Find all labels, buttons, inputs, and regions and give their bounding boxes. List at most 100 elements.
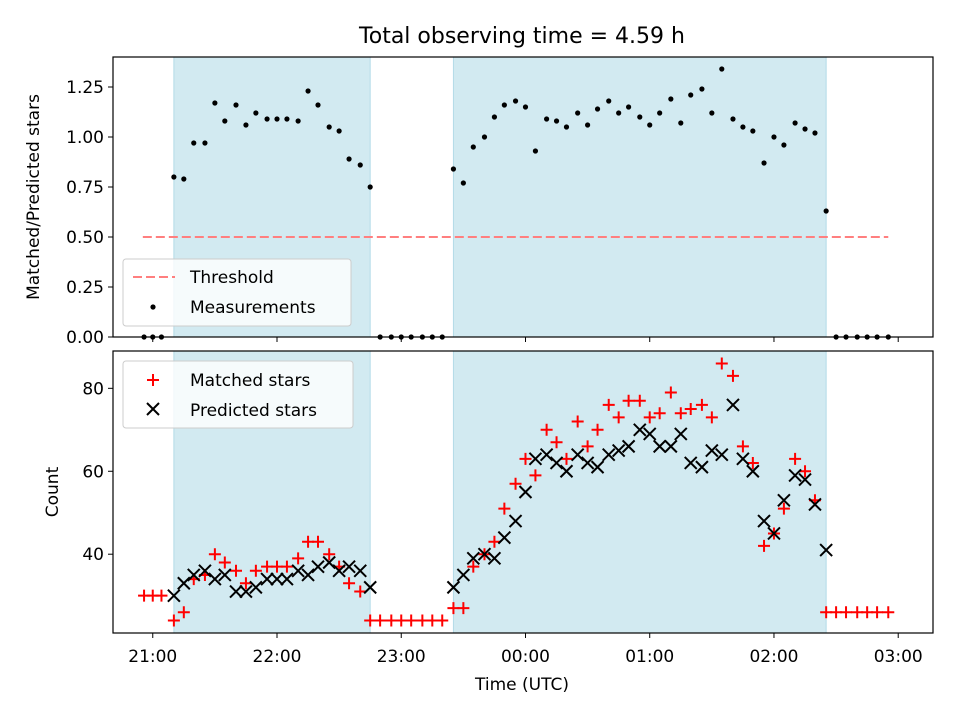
- measurement-point: [470, 144, 476, 150]
- measurement-point: [295, 118, 301, 124]
- measurement-point: [688, 92, 694, 98]
- predicted-star-point: [301, 568, 315, 582]
- predicted-star-point: [353, 564, 367, 578]
- measurement-points: [141, 66, 891, 340]
- predicted-star-point: [549, 456, 564, 470]
- measurement-point: [647, 122, 653, 128]
- matched-star-point: [177, 606, 190, 619]
- measurement-point: [585, 122, 591, 128]
- measurement-point: [544, 116, 550, 122]
- top-ytick-label: 1.00: [66, 128, 104, 148]
- bottom-xtick-label: 00:00: [501, 647, 550, 667]
- bottom-xtick-label: 21:00: [128, 647, 177, 667]
- predicted-star-point: [239, 584, 253, 599]
- measurement-point: [315, 102, 321, 108]
- top-axes-frame: [112, 56, 934, 338]
- matched-star-point: [560, 452, 573, 465]
- measurement-point: [719, 66, 725, 72]
- matched-star-point: [684, 403, 697, 416]
- measurement-point: [367, 184, 373, 190]
- top-x-ticks: [152, 337, 899, 342]
- measurement-point: [761, 160, 767, 166]
- matched-star-point: [633, 394, 646, 407]
- predicted-star-point: [497, 530, 512, 545]
- top-ytick-label: 0.50: [66, 228, 104, 248]
- threshold-legend-label: Threshold: [189, 268, 274, 288]
- count-points: [138, 357, 895, 627]
- bottom-ytick-label: 40: [82, 545, 104, 565]
- measurement-point: [575, 110, 581, 116]
- top-shaded-bands: [173, 56, 827, 338]
- matched-star-point: [343, 577, 356, 590]
- predicted-legend-swatch: [146, 402, 160, 416]
- bottom-xtick-label: 01:00: [625, 647, 674, 667]
- matched-legend-label: Matched stars: [190, 371, 310, 391]
- measurement-point: [709, 110, 715, 116]
- matched-star-point: [374, 614, 387, 627]
- matched-star-point: [239, 577, 252, 590]
- measurement-point: [699, 86, 705, 92]
- matched-star-point: [777, 502, 790, 515]
- predicted-star-point: [539, 447, 554, 462]
- measurement-point: [823, 208, 829, 214]
- top-ytick-label: 0.00: [66, 328, 104, 348]
- measurement-point: [357, 162, 363, 168]
- matched-legend-swatch: [147, 374, 159, 386]
- bottom-ytick-label: 60: [82, 462, 104, 482]
- measurement-point: [678, 120, 684, 126]
- matched-star-point: [746, 456, 759, 469]
- predicted-star-point: [487, 551, 502, 566]
- matched-star-point: [715, 357, 728, 370]
- predicted-star-point: [229, 584, 243, 599]
- measurement-point: [771, 134, 777, 140]
- measurement-point: [202, 140, 208, 146]
- predicted-star-point: [466, 551, 481, 566]
- matched-star-point: [695, 398, 708, 411]
- predicted-star-point: [580, 456, 595, 470]
- predicted-star-point: [363, 580, 377, 595]
- matched-star-point: [550, 436, 563, 449]
- bottom-x-ticks: 21:00 22:00 23:00 00:00 01:00 02:00 03:00: [128, 633, 923, 667]
- predicted-star-point: [695, 460, 709, 474]
- top-ytick-label: 0.75: [66, 178, 104, 198]
- matched-star-point: [312, 535, 324, 548]
- top-legend: Threshold Measurements: [122, 258, 352, 327]
- matched-star-point: [436, 614, 449, 627]
- matched-star-point: [664, 386, 677, 399]
- measurement-point: [233, 102, 239, 108]
- matched-star-point: [736, 440, 749, 453]
- predicted-star-point: [508, 514, 523, 528]
- chart-title: Total observing time = 4.59 h: [358, 24, 685, 49]
- predicted-star-point: [198, 564, 212, 578]
- matched-star-point: [509, 477, 522, 490]
- predicted-star-point: [621, 439, 636, 454]
- matched-star-point: [789, 452, 802, 465]
- matched-star-point: [705, 411, 718, 424]
- predicted-star-point: [643, 427, 657, 441]
- matched-star-point: [529, 469, 542, 482]
- predicted-star-point: [674, 427, 688, 441]
- measurement-point: [491, 114, 498, 120]
- measurement-point: [212, 100, 218, 106]
- top-legend-box: [122, 258, 352, 327]
- matched-star-point: [602, 398, 615, 411]
- measurement-point: [181, 176, 187, 182]
- predicted-star-point: [746, 464, 760, 478]
- top-y-ticks: 0.00 0.25 0.50 0.75 1.00 1.25: [66, 78, 113, 348]
- bottom-axes-frame: [112, 350, 934, 634]
- matched-star-point: [871, 606, 884, 619]
- matched-star-point: [758, 539, 771, 552]
- matched-star-point: [292, 552, 305, 565]
- predicted-star-point: [767, 526, 781, 541]
- matched-star-point: [405, 614, 418, 627]
- x-axis-label: Time (UTC): [474, 675, 569, 695]
- matched-star-point: [167, 614, 180, 627]
- bottom-xtick-label: 22:00: [253, 647, 302, 667]
- matched-star-point: [354, 585, 367, 598]
- predicted-star-point: [208, 572, 222, 586]
- bottom-y-axis-label: Count: [43, 466, 63, 517]
- bottom-xtick-label: 02:00: [749, 647, 798, 667]
- matched-star-point: [840, 606, 853, 619]
- matched-star-point: [208, 548, 221, 561]
